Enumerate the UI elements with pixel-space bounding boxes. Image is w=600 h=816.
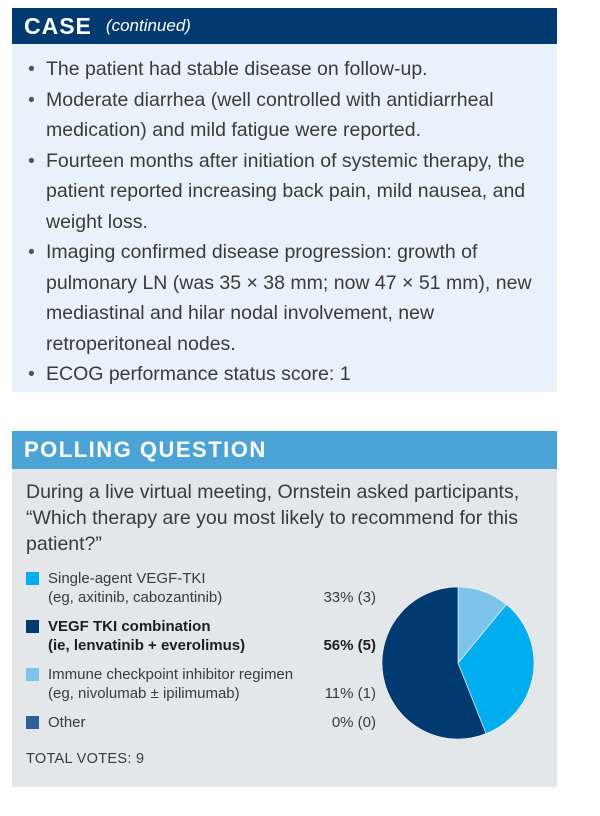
poll-panel: POLLING QUESTION During a live virtual m… (12, 431, 557, 787)
legend-label: VEGF TKI combination (48, 618, 211, 635)
legend-swatch (26, 572, 39, 585)
poll-header: POLLING QUESTION (12, 431, 557, 469)
legend-label: Immune checkpoint inhibitor regimen (48, 666, 294, 683)
total-votes: TOTAL VOTES: 9 (26, 751, 145, 767)
case-header: CASE (continued) (12, 8, 557, 44)
legend-swatch (26, 620, 39, 633)
poll-pie-chart (382, 587, 534, 739)
legend-label: Other (48, 714, 86, 731)
case-bullet-list: The patient had stable disease on follow… (12, 44, 557, 390)
legend-percent: 33% (3) (323, 589, 376, 606)
legend-sublabel: (ie, lenvatinib + everolimus) (48, 637, 246, 654)
case-subtitle: (continued) (105, 16, 191, 35)
case-panel: CASE (continued) The patient had stable … (12, 8, 557, 392)
case-title: CASE (24, 12, 92, 39)
poll-title: POLLING QUESTION (24, 437, 267, 462)
case-bullet: Imaging confirmed disease progression: g… (26, 237, 541, 359)
case-bullet: The patient had stable disease on follow… (26, 54, 541, 85)
legend-percent: 11% (1) (324, 685, 376, 702)
poll-question: During a live virtual meeting, Ornstein … (26, 481, 520, 555)
legend-sublabel: (eg, axitinib, cabozantinib) (48, 589, 223, 606)
pie-slice-single-agent (457, 604, 534, 735)
legend-swatch (26, 668, 39, 681)
legend-percent: 56% (5) (323, 637, 376, 654)
legend-sublabel: (eg, nivolumab ± ipilimumab) (48, 685, 240, 702)
legend-percent: 0% (0) (331, 714, 376, 731)
pie-slice-tki-combination (382, 587, 487, 739)
legend-label: Single-agent VEGF-TKI (48, 570, 206, 587)
legend-swatch (26, 716, 39, 729)
case-bullet: Moderate diarrhea (well controlled with … (26, 85, 541, 146)
case-bullet: ECOG performance status score: 1 (26, 359, 541, 390)
case-bullet: Fourteen months after initiation of syst… (26, 146, 541, 238)
